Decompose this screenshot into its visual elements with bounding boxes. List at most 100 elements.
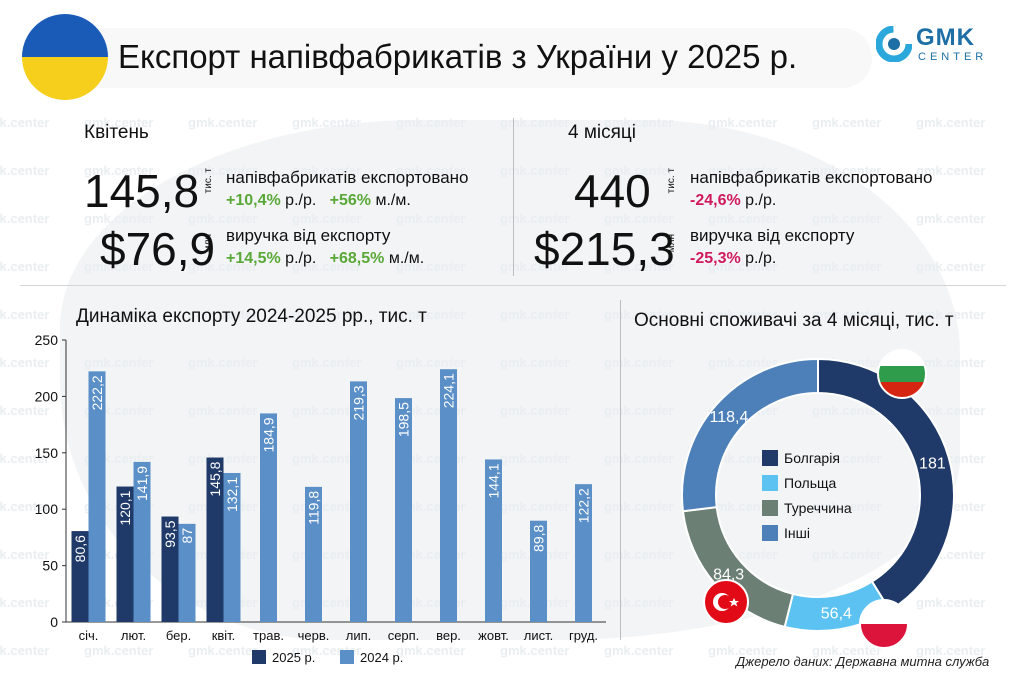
donut-legend-label: Інші bbox=[784, 525, 810, 541]
legend-label: 2025 р. bbox=[272, 650, 315, 665]
kpi-april-revenue-label: виручка від експорту bbox=[226, 226, 391, 245]
donut-value-label: 181 bbox=[919, 455, 946, 472]
kpi-4m-revenue-yoy: -25,3% bbox=[690, 250, 741, 267]
legend-swatch bbox=[252, 650, 266, 664]
bar-chart-title: Динаміка експорту 2024-2025 рр., тис. т bbox=[76, 306, 427, 327]
kpi-april-revenue-unit: млн bbox=[203, 234, 214, 253]
donut-legend-swatch bbox=[762, 450, 778, 466]
logo-subtext: CENTER bbox=[918, 51, 988, 63]
watermark-text: gmk.center bbox=[812, 115, 882, 130]
bar-2024 bbox=[223, 472, 241, 622]
kpi-4m-volume-changes: -24,6% р./р. bbox=[690, 192, 776, 210]
watermark-text: gmk.center bbox=[0, 211, 50, 226]
donut-legend-label: Болгарія bbox=[784, 450, 840, 466]
kpi-4m-volume-label: напівфабрикатів експортовано bbox=[690, 168, 933, 187]
x-tick-label: лют. bbox=[121, 628, 146, 643]
donut-legend-swatch bbox=[762, 475, 778, 491]
kpi-april-volume: 145,8 bbox=[84, 165, 200, 217]
bar-2024 bbox=[305, 486, 322, 622]
kpi-4m-volume-yoy-suffix: р./р. bbox=[745, 192, 777, 209]
bar-2024 bbox=[178, 523, 196, 622]
flag-border bbox=[859, 599, 909, 649]
kpi-4m-volume-yoy: -24,6% bbox=[690, 192, 741, 209]
donut-legend-label: Туреччина bbox=[784, 500, 852, 516]
donut-chart-title: Основні споживачі за 4 місяці, тис. т bbox=[634, 310, 954, 331]
bar-2024 bbox=[530, 520, 547, 622]
y-tick-label: 200 bbox=[35, 388, 59, 404]
bar-2024 bbox=[260, 413, 277, 622]
kpi-april-revenue-yoy-suffix: р./р. bbox=[285, 250, 317, 267]
bar-2025 bbox=[206, 457, 224, 622]
bar-2025 bbox=[71, 531, 89, 622]
y-tick-label: 100 bbox=[35, 501, 59, 517]
x-tick-label: вер. bbox=[436, 628, 461, 643]
donut-value-label: 84,3 bbox=[713, 567, 744, 584]
kpi-4m-volume: 440 bbox=[574, 165, 651, 217]
bar-2024 bbox=[485, 459, 502, 622]
flag-stripe bbox=[860, 624, 908, 648]
kpi-4m-revenue-label: виручка від експорту bbox=[690, 226, 855, 245]
watermark-text: gmk.center bbox=[0, 259, 50, 274]
kpi-april-revenue: $76,9 bbox=[100, 223, 216, 275]
y-tick-label: 250 bbox=[35, 332, 59, 348]
kpi-divider bbox=[513, 118, 514, 276]
donut-chart: 181 56,4 84,3 118,4 Болгарія Польща Туреччина І… bbox=[681, 349, 955, 649]
kpi-april-volume-mom-suffix: м./м. bbox=[375, 192, 411, 209]
x-tick-label: черв. bbox=[298, 628, 330, 643]
y-tick-label: 150 bbox=[35, 445, 59, 461]
data-source: Джерело даних: Державна митна служба bbox=[736, 654, 990, 669]
x-tick-label: бер. bbox=[166, 628, 191, 643]
ukraine-flag-icon bbox=[22, 14, 108, 100]
kpi-4m-revenue-changes: -25,3% р./р. bbox=[690, 250, 776, 268]
donut-value-label: 56,4 bbox=[821, 606, 852, 623]
bar-2025-label: 120,1 bbox=[117, 490, 133, 525]
bar-2024-label: 89,8 bbox=[531, 524, 547, 551]
bar-2024 bbox=[440, 369, 457, 622]
donut-legend-swatch bbox=[762, 525, 778, 541]
bar-2024-label: 219,3 bbox=[351, 385, 367, 420]
bar-2024 bbox=[133, 461, 151, 622]
flag-border bbox=[877, 349, 927, 399]
section-divider bbox=[20, 285, 1006, 286]
x-tick-label: серп. bbox=[388, 628, 420, 643]
bar-2024-label: 132,1 bbox=[224, 477, 240, 512]
bar-2025-label: 93,5 bbox=[162, 520, 178, 547]
bar-2024-label: 141,9 bbox=[134, 466, 150, 501]
donut-legend-label: Польща bbox=[784, 475, 837, 491]
bar-2024-label: 119,8 bbox=[306, 491, 322, 525]
bar-2024 bbox=[88, 371, 106, 622]
kpi-april-volume-label: напівфабрикатів експортовано bbox=[226, 168, 469, 187]
kpi-4m-heading: 4 місяці bbox=[568, 122, 637, 143]
kpi-april-volume-yoy-suffix: р./р. bbox=[285, 192, 317, 209]
x-tick-label: груд. bbox=[569, 628, 598, 643]
title-banner bbox=[92, 28, 872, 88]
legend-label: 2024 р. bbox=[360, 650, 403, 665]
y-tick-label: 0 bbox=[50, 614, 58, 630]
turkey-crescent-inner bbox=[718, 595, 732, 609]
donut-legend-swatch bbox=[762, 500, 778, 516]
x-tick-label: січ. bbox=[79, 628, 99, 643]
poland-flag-icon bbox=[859, 599, 909, 649]
kpi-april-revenue-mom: +68,5% bbox=[329, 250, 385, 267]
kpi-4m-revenue: $215,3 bbox=[534, 223, 675, 275]
watermark-text: gmk.center bbox=[0, 163, 50, 178]
watermark-text: gmk.center bbox=[916, 211, 986, 226]
page-title: Експорт напівфабрикатів з України у 2025… bbox=[118, 38, 798, 75]
bar-2024-label: 222,2 bbox=[89, 375, 105, 410]
watermark-text: gmk.center bbox=[916, 115, 986, 130]
bar-2024-label: 87 bbox=[179, 528, 195, 544]
bar-2024-label: 144,1 bbox=[486, 463, 502, 498]
gmk-logo-icon bbox=[876, 26, 912, 62]
donut-slice-4 bbox=[681, 357, 819, 513]
kpi-april-volume-changes: +10,4% р./р. +56% м./м. bbox=[226, 192, 411, 210]
bar-2025-label: 145,8 bbox=[207, 461, 223, 496]
bar-2024 bbox=[395, 398, 412, 622]
bar-2024 bbox=[575, 484, 592, 622]
kpi-april-volume-yoy: +10,4% bbox=[226, 192, 281, 209]
logo-text: GMK bbox=[916, 24, 975, 51]
bar-2024 bbox=[350, 381, 367, 622]
watermark-text: gmk.center bbox=[0, 115, 50, 130]
kpi-april-volume-mom: +56% bbox=[329, 192, 372, 209]
legend-swatch bbox=[340, 650, 354, 664]
